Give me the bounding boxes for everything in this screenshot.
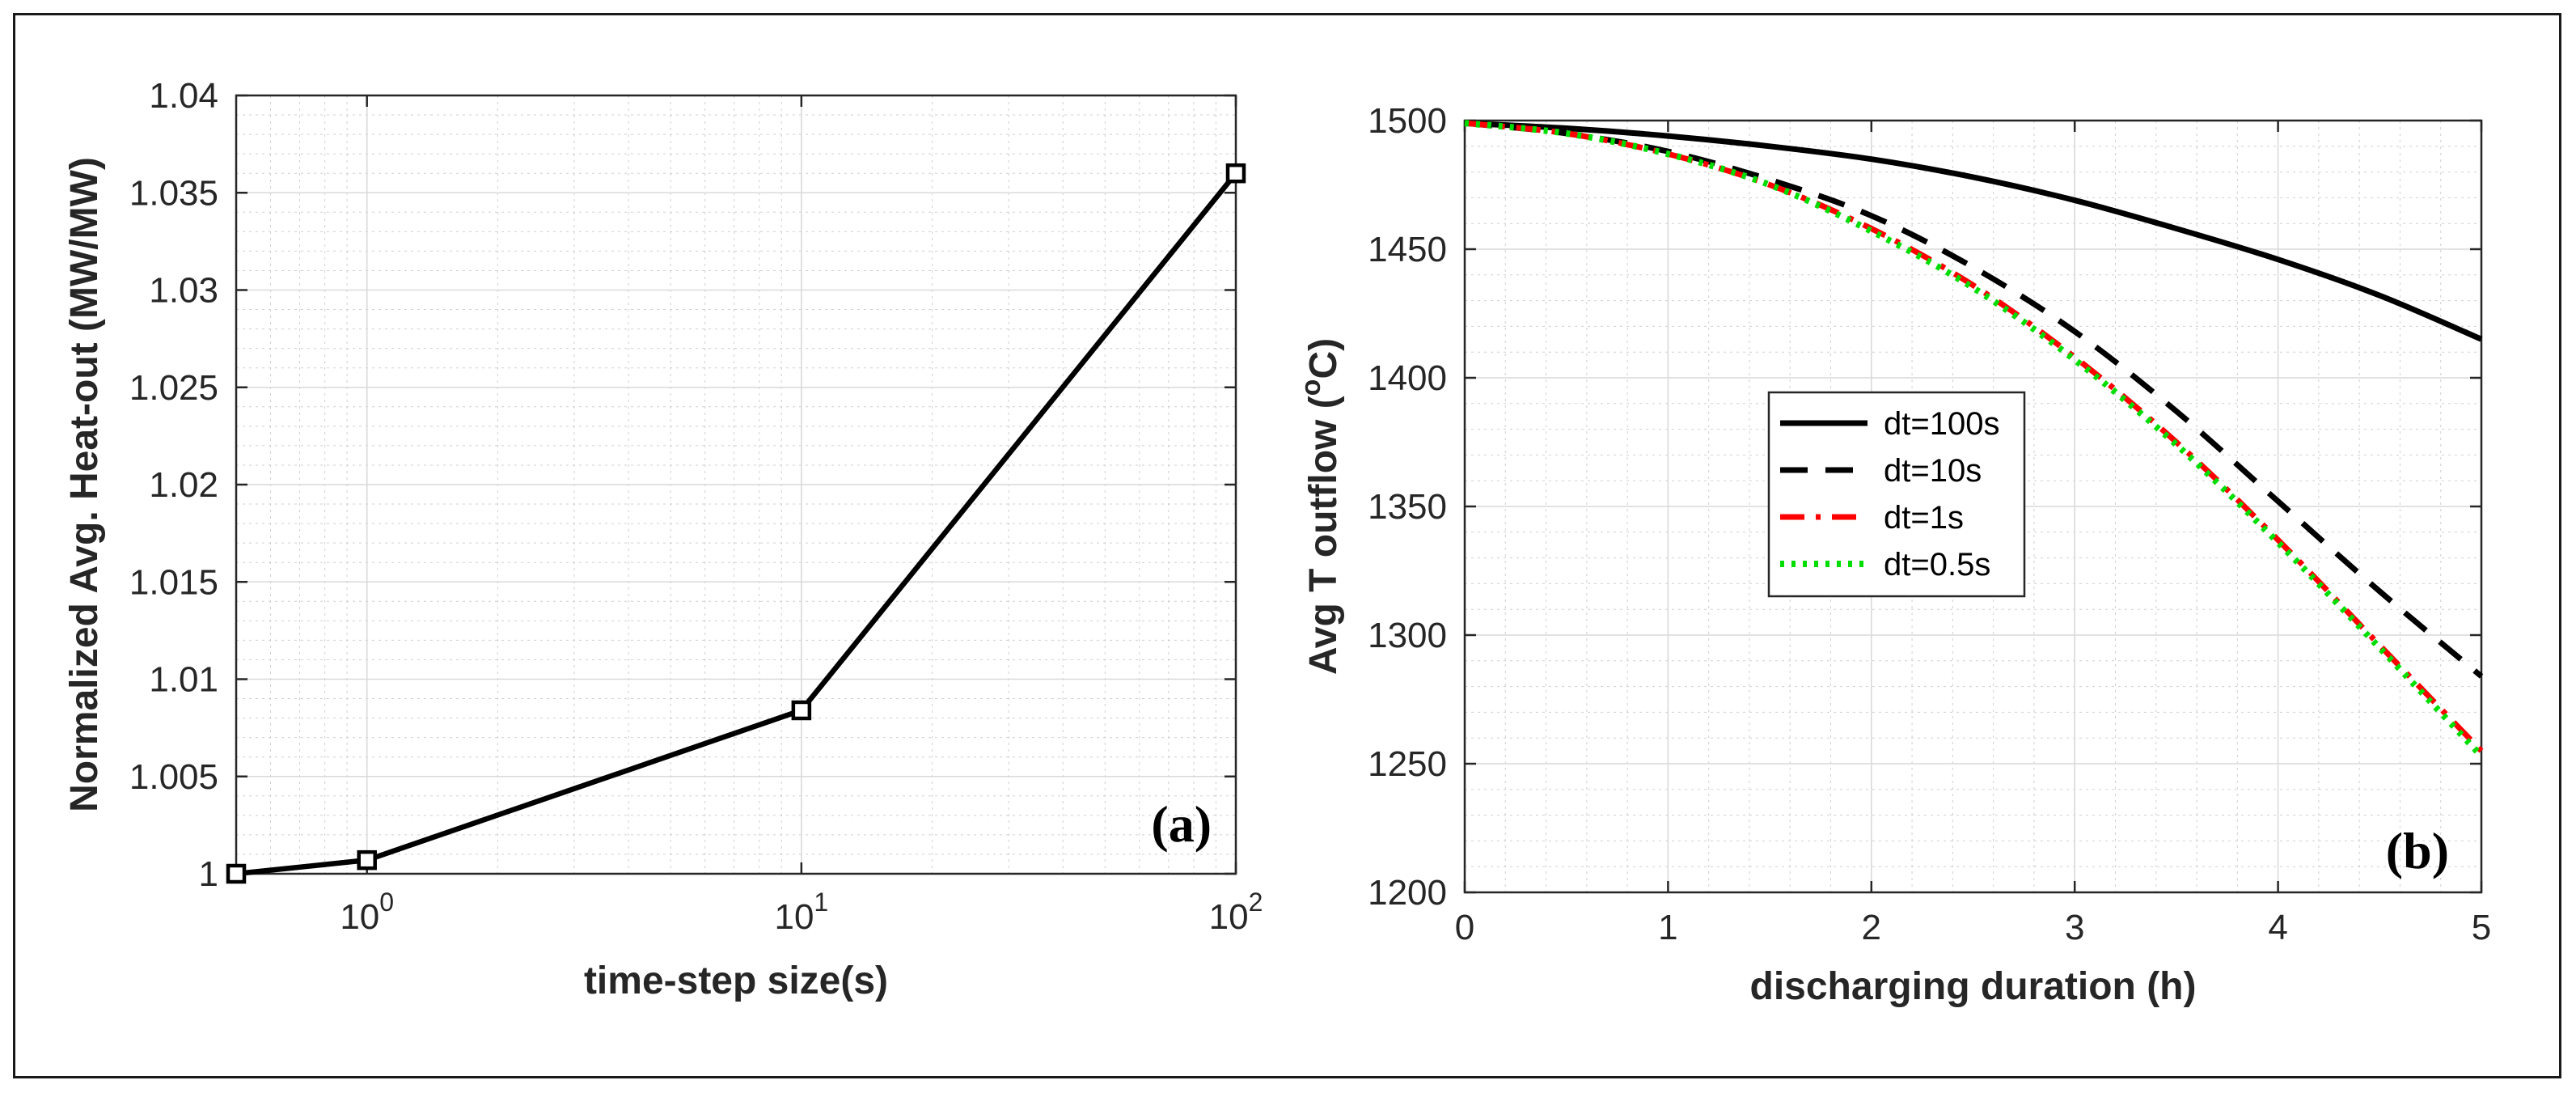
chart-b: 0 1 2 3 4 5 1200 1250 1300 1350 1400 1450 1500 discha… <box>1296 101 2491 1008</box>
series-line-b-3 <box>1464 120 2484 759</box>
y-axis-label-a: Normalized Avg. Heat-out (MW/MW) <box>63 157 106 812</box>
x-tick-label-b-4: 4 <box>2268 908 2287 947</box>
y-tick-label-a-6: 1.03 <box>149 271 218 311</box>
x-tick-label-b-2: 2 <box>1862 908 1881 947</box>
data-point-a-1 <box>357 849 377 871</box>
chart-a: 1 1.005 1.01 1.015 1.02 1.025 1.03 1.035 1.04 100… <box>63 76 1263 1002</box>
y-tick-label-a-2: 1.01 <box>149 660 218 700</box>
data-point-a-0 <box>226 863 247 884</box>
y-tick-label-b-3: 1350 <box>1368 487 1447 527</box>
series-line-b-2 <box>1464 120 2484 753</box>
panel-label-a: (a) <box>1151 795 1212 853</box>
y-axis-label-b: Avg T outflow (oC) <box>1296 338 1345 675</box>
legend-label-b-1: dt=10s <box>1884 453 1982 489</box>
y-tick-label-a-1: 1.005 <box>129 757 218 797</box>
legend-label-b-3: dt=0.5s <box>1884 547 1990 583</box>
data-point-a-2 <box>791 700 812 721</box>
x-tick-label-a-0: 100 <box>340 888 394 937</box>
x-tick-label-a-1: 101 <box>774 888 828 937</box>
data-point-a-3 <box>1225 163 1246 184</box>
legend-label-b-2: dt=1s <box>1884 500 1964 536</box>
series-line-a-0 <box>235 172 1238 877</box>
y-tick-label-b-1: 1250 <box>1368 744 1447 784</box>
x-tick-label-b-5: 5 <box>2472 908 2491 947</box>
y-tick-label-a-8: 1.04 <box>149 76 218 116</box>
x-tick-label-b-3: 3 <box>2065 908 2084 947</box>
y-tick-label-b-5: 1450 <box>1368 230 1447 269</box>
series-line-b-1 <box>1464 120 2484 679</box>
legend-label-b-0: dt=100s <box>1884 406 1999 442</box>
y-tick-label-b-2: 1300 <box>1368 616 1447 655</box>
series-line-b-0 <box>1464 120 2483 342</box>
y-tick-label-b-0: 1200 <box>1368 873 1447 913</box>
y-tick-label-a-3: 1.015 <box>129 562 218 602</box>
y-tick-label-b-6: 1500 <box>1368 101 1447 141</box>
y-tick-label-a-0: 1 <box>199 854 218 894</box>
x-axis-label-a: time-step size(s) <box>584 960 888 1002</box>
panel-label-b: (b) <box>2386 822 2449 879</box>
x-axis-label-b: discharging duration (h) <box>1750 965 2197 1008</box>
legend-box-b <box>1767 391 2026 598</box>
y-tick-label-a-4: 1.02 <box>149 465 218 505</box>
y-tick-label-a-5: 1.025 <box>129 368 218 408</box>
y-tick-label-a-7: 1.035 <box>129 173 218 213</box>
x-tick-label-b-0: 0 <box>1455 908 1474 947</box>
x-tick-label-b-1: 1 <box>1658 908 1677 947</box>
y-tick-label-b-4: 1400 <box>1368 358 1447 398</box>
x-tick-label-a-2: 102 <box>1209 888 1263 937</box>
